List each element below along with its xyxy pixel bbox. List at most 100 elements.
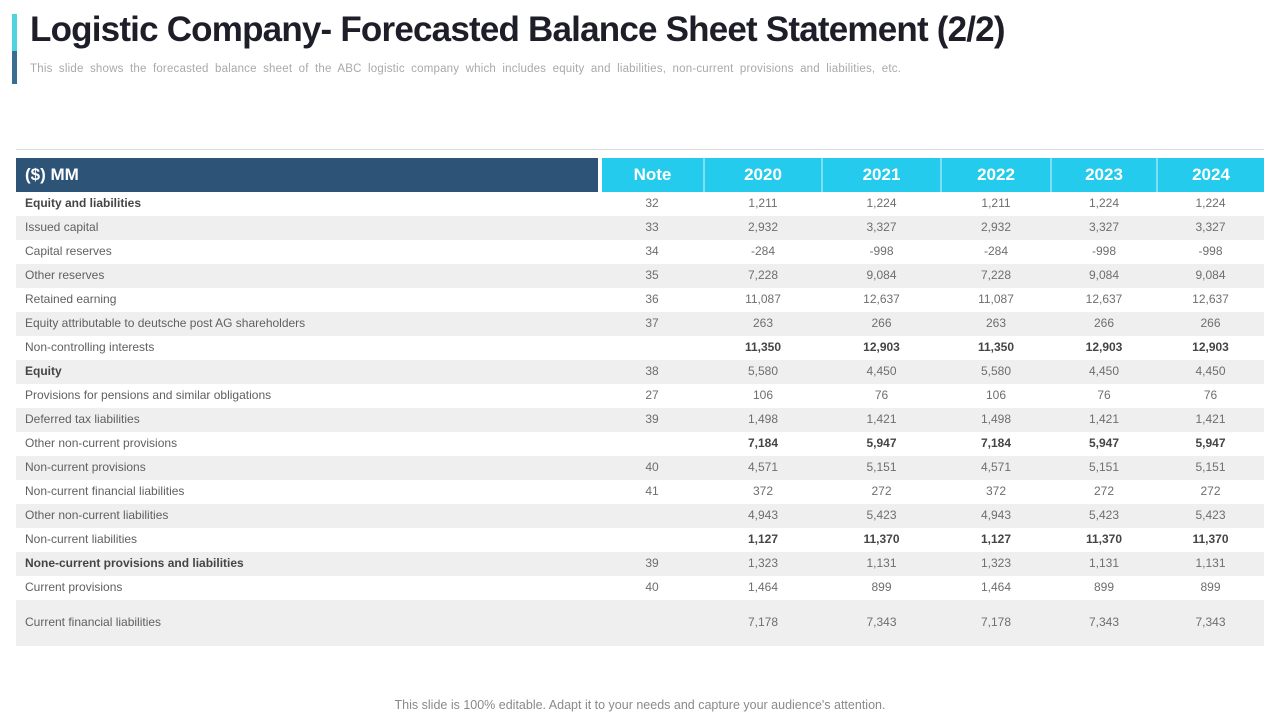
value-cell: 9,084 xyxy=(1051,264,1157,288)
value-cell: 899 xyxy=(1200,580,1221,595)
table-row: Equity 38 5,580 4,450 5,580 4,450 4,450 xyxy=(16,360,1264,384)
row-label: Retained earning xyxy=(25,292,117,307)
note-cell: 36 xyxy=(645,292,659,307)
row-label: Non-controlling interests xyxy=(25,340,155,355)
value-cell: -998 xyxy=(869,244,894,259)
balance-table-body: Equity and liabilities 32 1,211 1,224 1,211 1… xyxy=(16,192,1264,646)
row-label: Other reserves xyxy=(16,264,600,288)
value-cell: 12,903 xyxy=(863,340,900,355)
value-cell: 5,151 xyxy=(1051,456,1157,480)
column-header-2024: 2024 xyxy=(1156,158,1264,192)
table-row: Deferred tax liabilities 39 1,498 1,421 1,49… xyxy=(16,408,1264,432)
note-cell: 27 xyxy=(645,388,659,403)
table-row: Provisions for pensions and similar obli… xyxy=(16,384,1264,408)
value-cell: -284 xyxy=(750,244,776,259)
value-cell: 5,580 xyxy=(704,360,822,384)
value-cell: 7,343 xyxy=(1157,600,1264,646)
value-cell: 1,224 xyxy=(1195,196,1226,211)
table-header-row: ($) MM Note 2020 2021 2022 2023 2024 xyxy=(16,158,1264,192)
value-cell: 7,184 xyxy=(980,436,1012,451)
value-cell: 12,903 xyxy=(1085,340,1123,355)
column-header-note: Note xyxy=(598,158,704,192)
value-cell: 1,211 xyxy=(748,196,778,211)
row-label: Non-current provisions xyxy=(16,456,600,480)
value-cell: 266 xyxy=(1157,312,1264,336)
value-cell: 1,421 xyxy=(1051,408,1157,432)
note-cell xyxy=(600,528,704,552)
value-cell: 1,127 xyxy=(747,532,779,547)
value-cell: 7,178 xyxy=(704,600,822,646)
value-cell: 12,903 xyxy=(1192,340,1229,355)
table-row: Non-current provisions 40 4,571 5,151 4,571 5… xyxy=(16,456,1264,480)
value-cell: 5,423 xyxy=(1051,504,1157,528)
note-cell xyxy=(600,600,704,646)
divider-line xyxy=(16,149,1264,150)
table-row: Non-current liabilities 1,127 11,370 1,127 1… xyxy=(16,528,1264,552)
value-cell: 266 xyxy=(822,312,941,336)
value-cell: 5,423 xyxy=(822,504,941,528)
balance-sheet-table: ($) MM Note 2020 2021 2022 2023 2024 Equ… xyxy=(16,158,1264,646)
value-cell: 5,947 xyxy=(866,436,897,451)
value-cell: 372 xyxy=(752,484,774,499)
value-cell: 76 xyxy=(874,388,889,403)
value-cell: 263 xyxy=(941,312,1051,336)
value-cell: 11,087 xyxy=(978,292,1014,307)
value-cell: 7,343 xyxy=(1051,600,1157,646)
value-cell: 5,580 xyxy=(941,360,1051,384)
row-label: Provisions for pensions and similar obli… xyxy=(25,388,272,403)
title-accent-bar xyxy=(12,14,17,84)
value-cell: 4,943 xyxy=(704,504,822,528)
value-cell: -284 xyxy=(983,244,1009,259)
page-title: Logistic Company- Forecasted Balance She… xyxy=(30,10,1006,49)
value-cell: 7,228 xyxy=(704,264,822,288)
value-cell: 372 xyxy=(985,484,1007,499)
note-cell: 39 xyxy=(600,408,704,432)
value-cell: 272 xyxy=(1200,484,1221,499)
row-label: Issued capital xyxy=(16,216,600,240)
accent-bar-bottom-segment xyxy=(12,51,17,84)
table-row: Equity and liabilities 32 1,211 1,224 1,211 1… xyxy=(16,192,1264,216)
value-cell: 1,224 xyxy=(1088,196,1120,211)
value-cell: 7,184 xyxy=(747,436,779,451)
page-subtitle: This slide shows the forecasted balance … xyxy=(30,63,902,75)
note-cell xyxy=(600,336,704,360)
value-cell: 11,350 xyxy=(977,340,1015,355)
value-cell: 272 xyxy=(871,484,892,499)
value-cell: 11,370 xyxy=(863,532,900,547)
table-row: Equity attributable to deutsche post AG … xyxy=(16,312,1264,336)
value-cell: 12,637 xyxy=(863,292,900,307)
value-cell: 12,637 xyxy=(1192,292,1229,307)
value-cell: 2,932 xyxy=(941,216,1051,240)
value-cell: 11,087 xyxy=(745,292,781,307)
table-row: Non-controlling interests 11,350 12,903 11,… xyxy=(16,336,1264,360)
value-cell: 4,943 xyxy=(941,504,1051,528)
table-row: Other reserves 35 7,228 9,084 7,228 9,084 9,08… xyxy=(16,264,1264,288)
unit-header-cell: ($) MM xyxy=(16,158,600,192)
value-cell: 899 xyxy=(871,580,892,595)
table-row: Issued capital 33 2,932 3,327 2,932 3,327 3,32… xyxy=(16,216,1264,240)
row-label: Equity xyxy=(16,360,600,384)
value-cell: 1,421 xyxy=(822,408,941,432)
row-label: Current provisions xyxy=(25,580,123,595)
value-cell: 106 xyxy=(752,388,774,403)
row-label: Non-current financial liabilities xyxy=(25,484,185,499)
value-cell: 1,498 xyxy=(704,408,822,432)
row-label: Non-current liabilities xyxy=(25,532,138,547)
note-cell: 41 xyxy=(645,484,659,499)
table-row: Non-current financial liabilities 41 372 27… xyxy=(16,480,1264,504)
column-header-2021: 2021 xyxy=(821,158,941,192)
column-header-2020: 2020 xyxy=(703,158,822,192)
value-cell: 5,151 xyxy=(1157,456,1264,480)
value-cell: 4,450 xyxy=(822,360,941,384)
row-label: Other non-current provisions xyxy=(25,436,178,451)
value-cell: 106 xyxy=(985,388,1007,403)
value-cell: 4,571 xyxy=(941,456,1051,480)
value-cell: 11,370 xyxy=(1192,532,1229,547)
value-cell: 899 xyxy=(1093,580,1115,595)
value-cell: 1,131 xyxy=(1157,552,1264,576)
value-cell: 76 xyxy=(1097,388,1111,403)
table-row: Current financial liabilities 7,178 7,343 7… xyxy=(16,600,1264,646)
row-label: None-current provisions and liabilities xyxy=(16,552,600,576)
value-cell: 4,450 xyxy=(1157,360,1264,384)
